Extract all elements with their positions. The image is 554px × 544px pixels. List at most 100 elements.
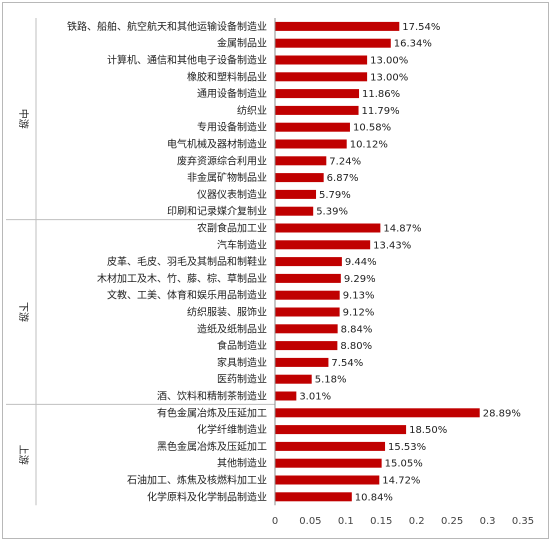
category-label: 纺织服装、服饰业 xyxy=(187,306,267,319)
category-label: 专用设备制造业 xyxy=(197,121,267,134)
category-label: 纺织业 xyxy=(237,104,267,117)
value-label: 5.18% xyxy=(315,375,347,386)
x-tick-label: 0.35 xyxy=(512,516,534,527)
category-label: 造纸及纸制品业 xyxy=(197,322,267,335)
group-label: 上游 xyxy=(17,445,30,465)
category-label: 皮革、毛皮、羽毛及其制品和制鞋业 xyxy=(107,255,267,268)
value-label: 9.44% xyxy=(345,257,377,268)
bar-中游-10 xyxy=(275,189,317,199)
value-label: 17.54% xyxy=(402,22,440,33)
value-label: 8.80% xyxy=(340,341,372,352)
bar-中游-9 xyxy=(275,173,324,183)
chart-frame xyxy=(2,2,549,539)
category-label: 金属制品业 xyxy=(217,37,267,50)
bar-下游-8 xyxy=(275,357,329,367)
bar-中游-0 xyxy=(275,21,400,31)
bar-中游-3 xyxy=(275,72,368,82)
value-label: 16.34% xyxy=(394,39,432,50)
category-label: 仪器仪表制造业 xyxy=(197,188,267,201)
category-label: 农副食品加工业 xyxy=(197,222,267,235)
bar-下游-4 xyxy=(275,290,340,300)
category-label: 酒、饮料和精制茶制造业 xyxy=(157,390,267,403)
category-label: 石油加工、炼焦及核燃料加工业 xyxy=(127,474,267,487)
category-label: 木材加工及木、竹、藤、棕、草制品业 xyxy=(97,272,267,285)
bar-上游-4 xyxy=(275,475,380,485)
value-label: 3.01% xyxy=(299,392,331,403)
bar-上游-2 xyxy=(275,441,386,451)
bar-中游-7 xyxy=(275,139,347,149)
value-label: 14.72% xyxy=(382,476,420,487)
value-label: 15.53% xyxy=(388,442,426,453)
value-label: 6.87% xyxy=(327,173,359,184)
x-tick-label: 0.05 xyxy=(299,516,321,527)
category-label: 铁路、船舶、航空航天和其他运输设备制造业 xyxy=(67,20,267,33)
bar-下游-10 xyxy=(275,391,297,401)
bar-中游-1 xyxy=(275,38,391,48)
value-label: 7.24% xyxy=(329,156,361,167)
bar-下游-3 xyxy=(275,273,341,283)
category-label: 其他制造业 xyxy=(217,457,267,470)
bar-中游-6 xyxy=(275,122,350,132)
value-label: 7.54% xyxy=(331,358,363,369)
value-label: 10.12% xyxy=(350,140,388,151)
value-label: 10.58% xyxy=(353,123,391,134)
category-label: 橡胶和塑料制品业 xyxy=(187,70,267,83)
value-label: 5.39% xyxy=(316,207,348,218)
category-label: 汽车制造业 xyxy=(217,238,267,251)
value-label: 15.05% xyxy=(385,459,423,470)
value-label: 10.84% xyxy=(355,492,393,503)
category-label: 化学纤维制造业 xyxy=(197,423,267,436)
category-label: 黑色金属冶炼及压延加工 xyxy=(157,440,267,453)
bar-上游-3 xyxy=(275,458,382,468)
bar-中游-4 xyxy=(275,89,360,99)
x-tick-label: 0.25 xyxy=(441,516,463,527)
bar-下游-5 xyxy=(275,307,340,317)
category-label: 化学原料及化学制品制造业 xyxy=(147,490,267,503)
bar-上游-5 xyxy=(275,492,352,502)
bar-下游-0 xyxy=(275,223,381,233)
bar-中游-8 xyxy=(275,156,327,166)
value-label: 18.50% xyxy=(409,425,447,436)
value-label: 5.79% xyxy=(319,190,351,201)
bar-下游-9 xyxy=(275,374,312,384)
category-label: 非金属矿物制品业 xyxy=(187,171,267,184)
bar-上游-0 xyxy=(275,408,480,418)
value-label: 9.12% xyxy=(343,308,375,319)
x-tick-label: 0.1 xyxy=(338,516,354,527)
category-label: 医药制造业 xyxy=(217,373,267,386)
category-label: 家具制造业 xyxy=(217,356,267,369)
value-label: 14.87% xyxy=(383,224,421,235)
value-label: 13.43% xyxy=(373,240,411,251)
category-label: 有色金属冶炼及压延加工 xyxy=(157,406,267,419)
group-label: 中游 xyxy=(17,109,30,129)
bar-下游-6 xyxy=(275,324,338,334)
category-label: 电气机械及器材制造业 xyxy=(167,138,267,151)
category-label: 食品制造业 xyxy=(217,339,267,352)
value-label: 9.13% xyxy=(343,291,375,302)
category-label: 文教、工美、体育和娱乐用品制造业 xyxy=(107,289,267,302)
value-label: 13.00% xyxy=(370,72,408,83)
bar-中游-5 xyxy=(275,105,359,115)
category-label: 废弃资源综合利用业 xyxy=(177,154,267,167)
bar-下游-7 xyxy=(275,341,338,351)
x-tick-label: 0 xyxy=(272,516,278,527)
value-label: 28.89% xyxy=(483,408,521,419)
value-label: 13.00% xyxy=(370,56,408,67)
x-tick-label: 0.15 xyxy=(370,516,392,527)
category-label: 计算机、通信和其他电子设备制造业 xyxy=(107,54,267,67)
bar-中游-11 xyxy=(275,206,314,216)
value-label: 11.79% xyxy=(362,106,400,117)
bar-下游-2 xyxy=(275,257,342,267)
bar-下游-1 xyxy=(275,240,371,250)
x-tick-label: 0.3 xyxy=(480,516,496,527)
value-label: 11.86% xyxy=(362,89,400,100)
bar-中游-2 xyxy=(275,55,368,65)
category-label: 印刷和记录媒介复制业 xyxy=(167,205,267,218)
value-label: 9.29% xyxy=(344,274,376,285)
category-label: 通用设备制造业 xyxy=(197,87,267,100)
group-label: 下游 xyxy=(17,302,30,322)
value-label: 8.84% xyxy=(341,324,373,335)
x-tick-label: 0.2 xyxy=(409,516,425,527)
bar-上游-1 xyxy=(275,425,407,435)
